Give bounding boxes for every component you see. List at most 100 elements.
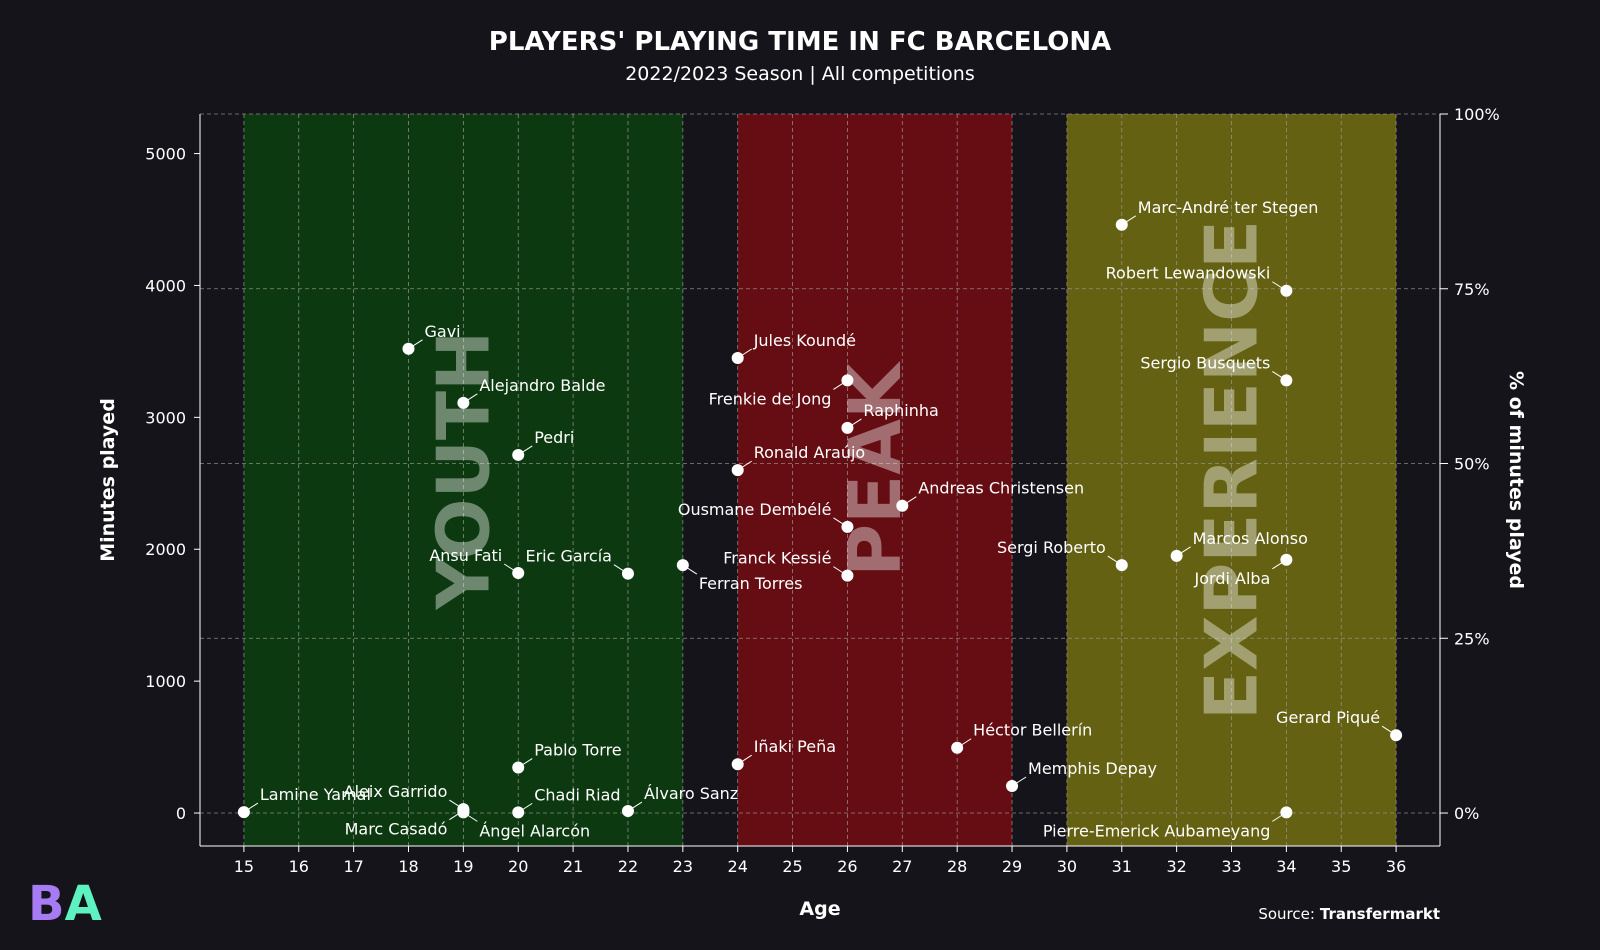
point-label: Jules Koundé bbox=[753, 331, 856, 350]
data-point bbox=[621, 805, 634, 818]
data-point bbox=[512, 566, 525, 579]
player-eric-garcia: Eric García bbox=[525, 547, 634, 580]
x-tick-label: 16 bbox=[289, 857, 309, 876]
x-tick-label: 25 bbox=[782, 857, 802, 876]
point-label: Sergi Roberto bbox=[997, 538, 1106, 557]
x-tick-label: 18 bbox=[398, 857, 418, 876]
data-point bbox=[402, 342, 415, 355]
point-label: Raphinha bbox=[863, 401, 938, 420]
player-sergi-roberto: Sergi Roberto bbox=[997, 538, 1128, 572]
y-tick-label: 5000 bbox=[145, 145, 186, 164]
player-ronald-araujo: Ronald Araújo bbox=[731, 443, 865, 477]
player-ansu-fati: Ansu Fati bbox=[429, 546, 525, 579]
y2-tick-label: 0% bbox=[1454, 804, 1479, 823]
player-franck-kessie: Franck Kessié bbox=[723, 549, 854, 582]
player-frenkie-de-jong: Frenkie de Jong bbox=[709, 374, 854, 408]
data-point bbox=[841, 421, 854, 434]
point-label: Ángel Alarcón bbox=[479, 821, 590, 840]
point-label: Andreas Christensen bbox=[918, 479, 1084, 498]
data-point bbox=[237, 806, 250, 819]
point-label: Chadi Riad bbox=[534, 785, 620, 804]
data-point bbox=[512, 806, 525, 819]
y2-tick-label: 100% bbox=[1454, 105, 1500, 124]
data-point bbox=[621, 567, 634, 580]
player-pedri: Pedri bbox=[512, 428, 574, 461]
player-inaki-pena: Iñaki Peña bbox=[731, 737, 836, 771]
player-raphinha: Raphinha bbox=[841, 401, 939, 434]
player-robert-lewandowski: Robert Lewandowski bbox=[1106, 264, 1293, 297]
player-memphis-depay: Memphis Depay bbox=[1006, 759, 1157, 792]
data-point bbox=[841, 520, 854, 533]
player-pablo-torre: Pablo Torre bbox=[512, 741, 622, 774]
player-alvaro-sanz: Álvaro Sanz bbox=[621, 784, 738, 818]
y-tick-label: 0 bbox=[176, 804, 186, 823]
axes-layer: 15 16 17 18 19 20 21 22 23 24 25 26 27 28 29 30 31 32 33 34… bbox=[145, 105, 1499, 876]
point-label: Héctor Bellerín bbox=[973, 721, 1092, 740]
logo: BA bbox=[28, 876, 102, 932]
player-andreas-christensen: Andreas Christensen bbox=[896, 479, 1084, 512]
points-layer: Lamine Yamal Gavi Alejandro Balde Aleix Gar… bbox=[237, 198, 1403, 840]
chart-subtitle: 2022/2023 Season | All competitions bbox=[625, 63, 975, 85]
zone-peak bbox=[737, 114, 1013, 846]
x-tick-label: 31 bbox=[1112, 857, 1132, 876]
data-point bbox=[731, 352, 744, 364]
zone-label-experience: EXPERIENCE bbox=[1190, 220, 1274, 720]
point-label: Marc Casadó bbox=[345, 820, 448, 839]
data-point bbox=[1280, 374, 1293, 387]
data-point bbox=[1006, 779, 1019, 792]
x-tick-label: 21 bbox=[563, 857, 583, 876]
point-label: Eric García bbox=[525, 547, 612, 566]
data-point bbox=[676, 559, 689, 572]
x-tick-label: 35 bbox=[1331, 857, 1351, 876]
y2-tick-label: 75% bbox=[1454, 280, 1490, 299]
player-gerard-pique: Gerard Piqué bbox=[1276, 708, 1403, 742]
point-label: Álvaro Sanz bbox=[644, 784, 738, 803]
data-point bbox=[512, 761, 525, 774]
point-label: Sergio Busquets bbox=[1140, 353, 1270, 372]
y-axis-title: Minutes played bbox=[97, 398, 119, 562]
point-label: Pedri bbox=[534, 428, 574, 447]
data-point bbox=[1390, 729, 1403, 742]
source-name: Transfermarkt bbox=[1320, 905, 1440, 923]
x-tick-label: 20 bbox=[508, 857, 528, 876]
point-label: Iñaki Peña bbox=[754, 737, 836, 756]
point-label: Gerard Piqué bbox=[1276, 708, 1380, 727]
x-tick-label: 17 bbox=[343, 857, 363, 876]
x-tick-label: 34 bbox=[1276, 857, 1296, 876]
data-point bbox=[1115, 218, 1128, 231]
point-label: Franck Kessié bbox=[723, 549, 831, 568]
point-label: Alejandro Balde bbox=[479, 376, 605, 395]
x-axis-title: Age bbox=[799, 898, 840, 920]
point-label: Ansu Fati bbox=[429, 546, 502, 565]
y-tick-label: 3000 bbox=[145, 408, 186, 427]
y-tick-label: 4000 bbox=[145, 276, 186, 295]
player-marc-andre-ter-stegen: Marc-André ter Stegen bbox=[1115, 198, 1318, 231]
point-label: Frenkie de Jong bbox=[709, 389, 832, 408]
player-pierre-emerick-aubameyang: Pierre-Emerick Aubameyang bbox=[1043, 806, 1293, 840]
player-ousmane-dembele: Ousmane Dembélé bbox=[678, 500, 854, 533]
source-note: Source: Transfermarkt bbox=[1258, 905, 1440, 923]
grid-layer bbox=[200, 113, 1440, 846]
player-jordi-alba: Jordi Alba bbox=[1194, 553, 1293, 588]
y2-tick-label: 50% bbox=[1454, 455, 1490, 474]
data-point bbox=[731, 758, 744, 771]
data-point bbox=[1170, 549, 1183, 562]
y-tick-label: 2000 bbox=[145, 540, 186, 559]
player-jules-kounde: Jules Koundé bbox=[731, 331, 856, 364]
player-ferran-torres: Ferran Torres bbox=[676, 559, 802, 593]
player-angel-alarcon: Ángel Alarcón bbox=[457, 806, 590, 840]
x-tick-label: 29 bbox=[1002, 857, 1022, 876]
point-label: Lamine Yamal bbox=[260, 785, 371, 804]
x-tick-label: 22 bbox=[618, 857, 638, 876]
x-tick-label: 33 bbox=[1221, 857, 1241, 876]
player-marcos-alonso: Marcos Alonso bbox=[1170, 529, 1308, 562]
point-label: Robert Lewandowski bbox=[1106, 264, 1271, 283]
x-tick-label: 19 bbox=[453, 857, 473, 876]
player-alejandro-balde: Alejandro Balde bbox=[457, 376, 605, 409]
x-tick-label: 15 bbox=[234, 857, 254, 876]
player-sergio-busquets: Sergio Busquets bbox=[1140, 353, 1293, 387]
logo-letter-a: A bbox=[65, 876, 102, 932]
point-label: Jordi Alba bbox=[1194, 569, 1271, 588]
player-chadi-riad: Chadi Riad bbox=[512, 785, 621, 819]
y2-tick-label: 25% bbox=[1454, 629, 1490, 648]
